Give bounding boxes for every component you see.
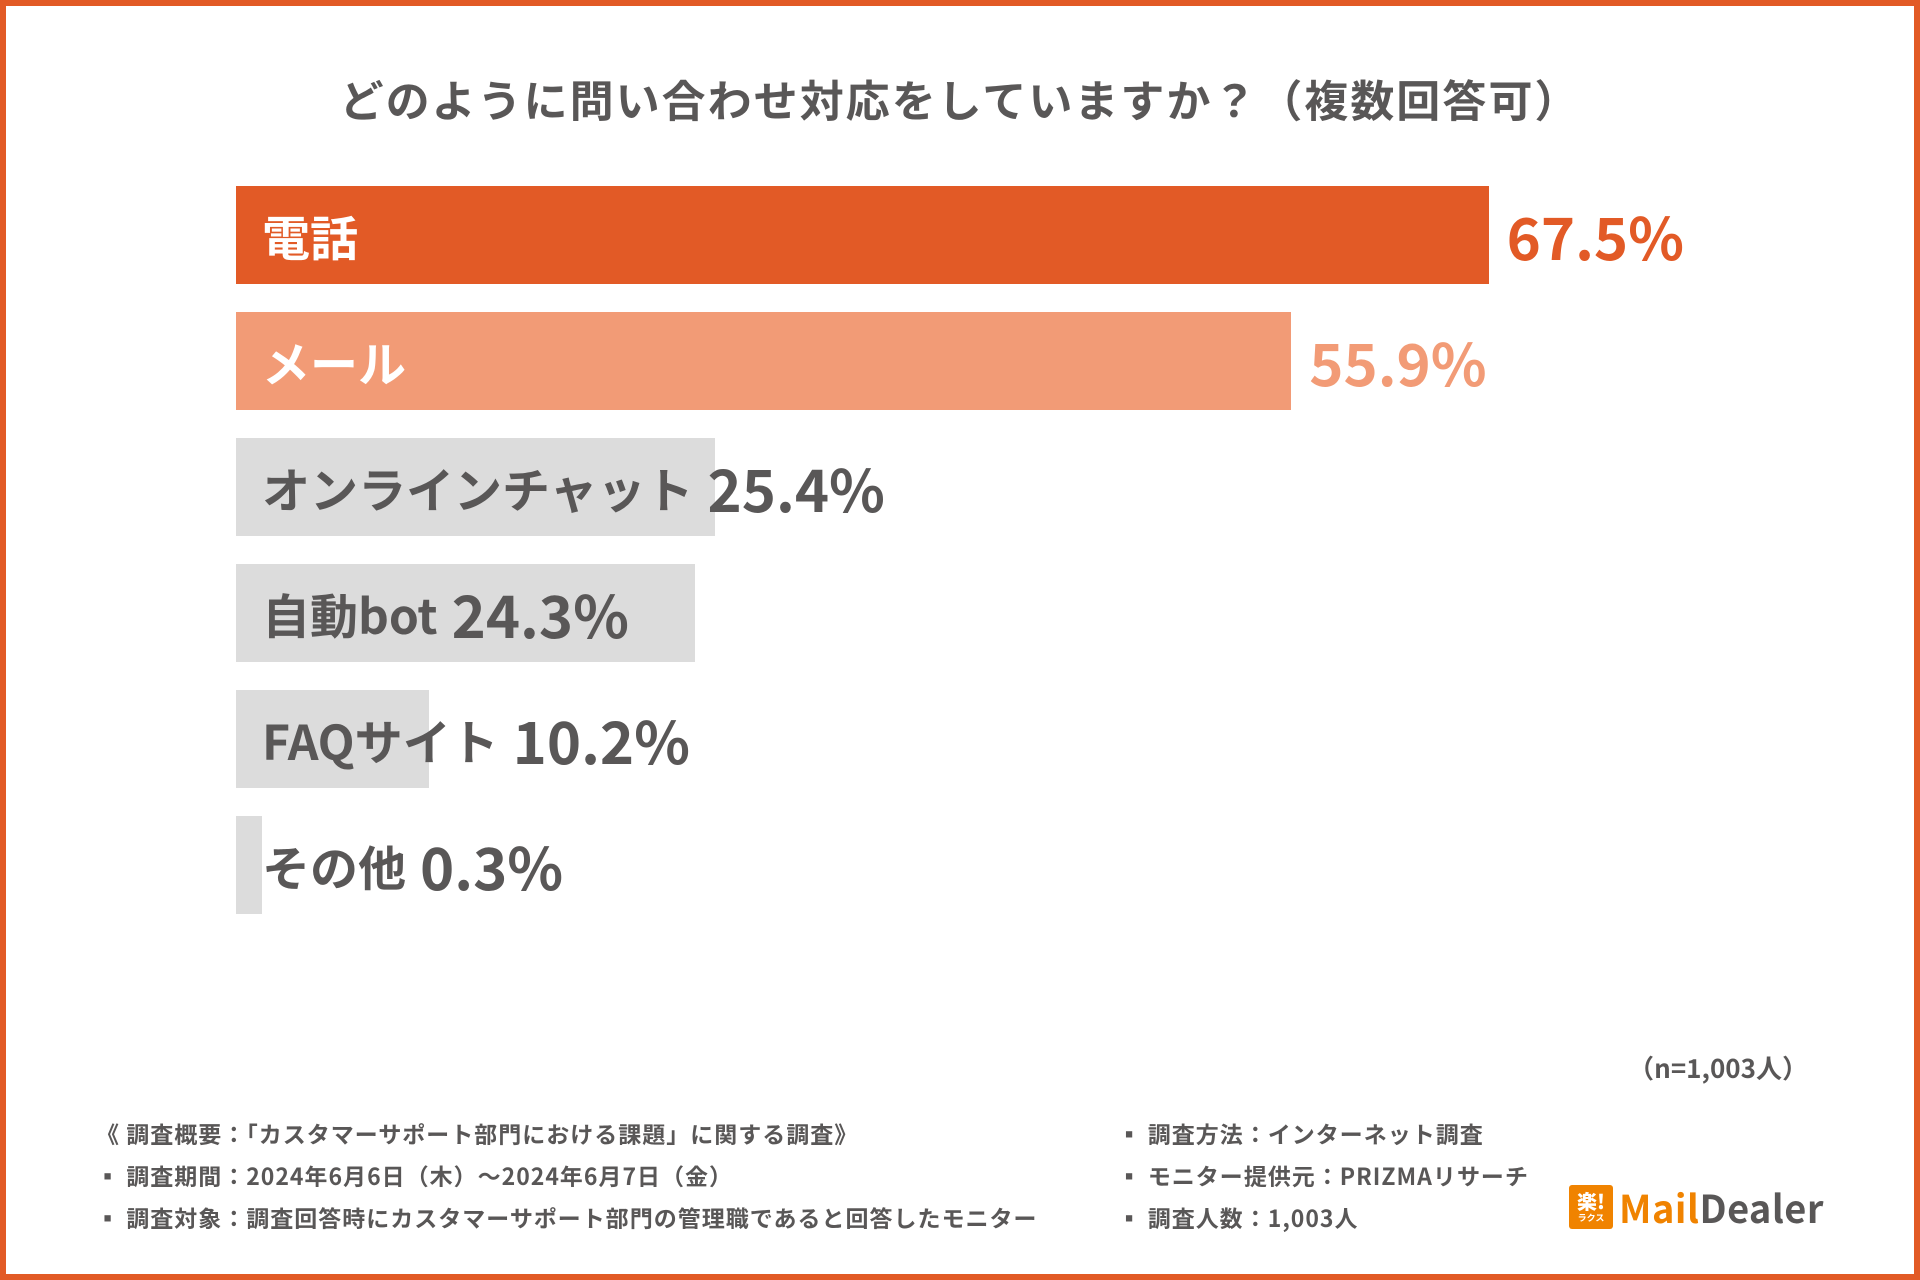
bar-row: オンラインチャット25.4% <box>236 438 1684 536</box>
bar-overlay: 自動bot24.3% <box>262 564 629 662</box>
footer: 《 調査概要：「カスタマーサポート部門における課題」に関する調査》 ▪ 調査期間… <box>96 1116 1824 1234</box>
footer-col-left: 《 調査概要：「カスタマーサポート部門における課題」に関する調査》 ▪ 調査期間… <box>96 1116 1038 1234</box>
footer-line: ▪ モニター提供元：PRIZMAリサーチ <box>1118 1158 1529 1192</box>
bar-row: その他0.3% <box>236 816 1684 914</box>
logo-badge-bot: ラクス <box>1578 1213 1605 1222</box>
bar-row: FAQサイト10.2% <box>236 690 1684 788</box>
footer-line: ▪ 調査方法：インターネット調査 <box>1118 1116 1529 1150</box>
footer-line: ▪ 調査対象：調査回答時にカスタマーサポート部門の管理職であると回答したモニター <box>96 1200 1038 1234</box>
chart-area: 電話 67.5% メール 55.9% オンラインチャット25.4% 自動bot24.3% F… <box>96 186 1824 1039</box>
bar-label: その他 <box>262 830 406 900</box>
bar-value: 24.3% <box>452 571 629 655</box>
bar: 電話 <box>236 186 1489 284</box>
bar-value: 25.4% <box>708 445 885 529</box>
chart-frame: どのように問い合わせ対応をしていますか？（複数回答可） 電話 67.5% メール 55… <box>0 0 1920 1280</box>
chart-title: どのように問い合わせ対応をしていますか？（複数回答可） <box>96 66 1824 130</box>
bar-row: 電話 67.5% <box>236 186 1684 284</box>
bar <box>236 816 262 914</box>
logo-text-dealer: Dealer <box>1699 1179 1824 1234</box>
bar-overlay: オンラインチャット25.4% <box>262 438 885 536</box>
bar-value: 67.5% <box>1507 193 1684 277</box>
footer-line: ▪ 調査期間：2024年6月6日（木）～2024年6月7日（金） <box>96 1158 1038 1192</box>
bar-value: 10.2% <box>513 697 690 781</box>
bar: メール <box>236 312 1291 410</box>
bar-label: FAQサイト <box>262 704 499 774</box>
bar-label: オンラインチャット <box>262 452 694 522</box>
bar-label: メール <box>262 326 406 396</box>
bar-overlay: FAQサイト10.2% <box>262 690 690 788</box>
brand-logo: 楽! ラクス Mail Dealer <box>1569 1179 1824 1234</box>
logo-text-mail: Mail <box>1619 1179 1699 1234</box>
logo-badge-icon: 楽! ラクス <box>1569 1185 1613 1229</box>
bar-label: 自動bot <box>262 578 438 648</box>
footer-col-right: ▪ 調査方法：インターネット調査 ▪ モニター提供元：PRIZMAリサーチ ▪ … <box>1118 1116 1529 1234</box>
footer-line: ▪ 調査人数：1,003人 <box>1118 1200 1529 1234</box>
bar-overlay: その他0.3% <box>262 816 563 914</box>
bar-row: メール 55.9% <box>236 312 1684 410</box>
bar-value: 0.3% <box>420 823 563 907</box>
sample-size-note: （n=1,003人） <box>96 1049 1824 1086</box>
bar-row: 自動bot24.3% <box>236 564 1684 662</box>
footer-line: 《 調査概要：「カスタマーサポート部門における課題」に関する調査》 <box>96 1116 1038 1150</box>
logo-badge-top: 楽! <box>1577 1191 1605 1211</box>
bar-label: 電話 <box>262 200 358 270</box>
bar-value: 55.9% <box>1309 319 1486 403</box>
